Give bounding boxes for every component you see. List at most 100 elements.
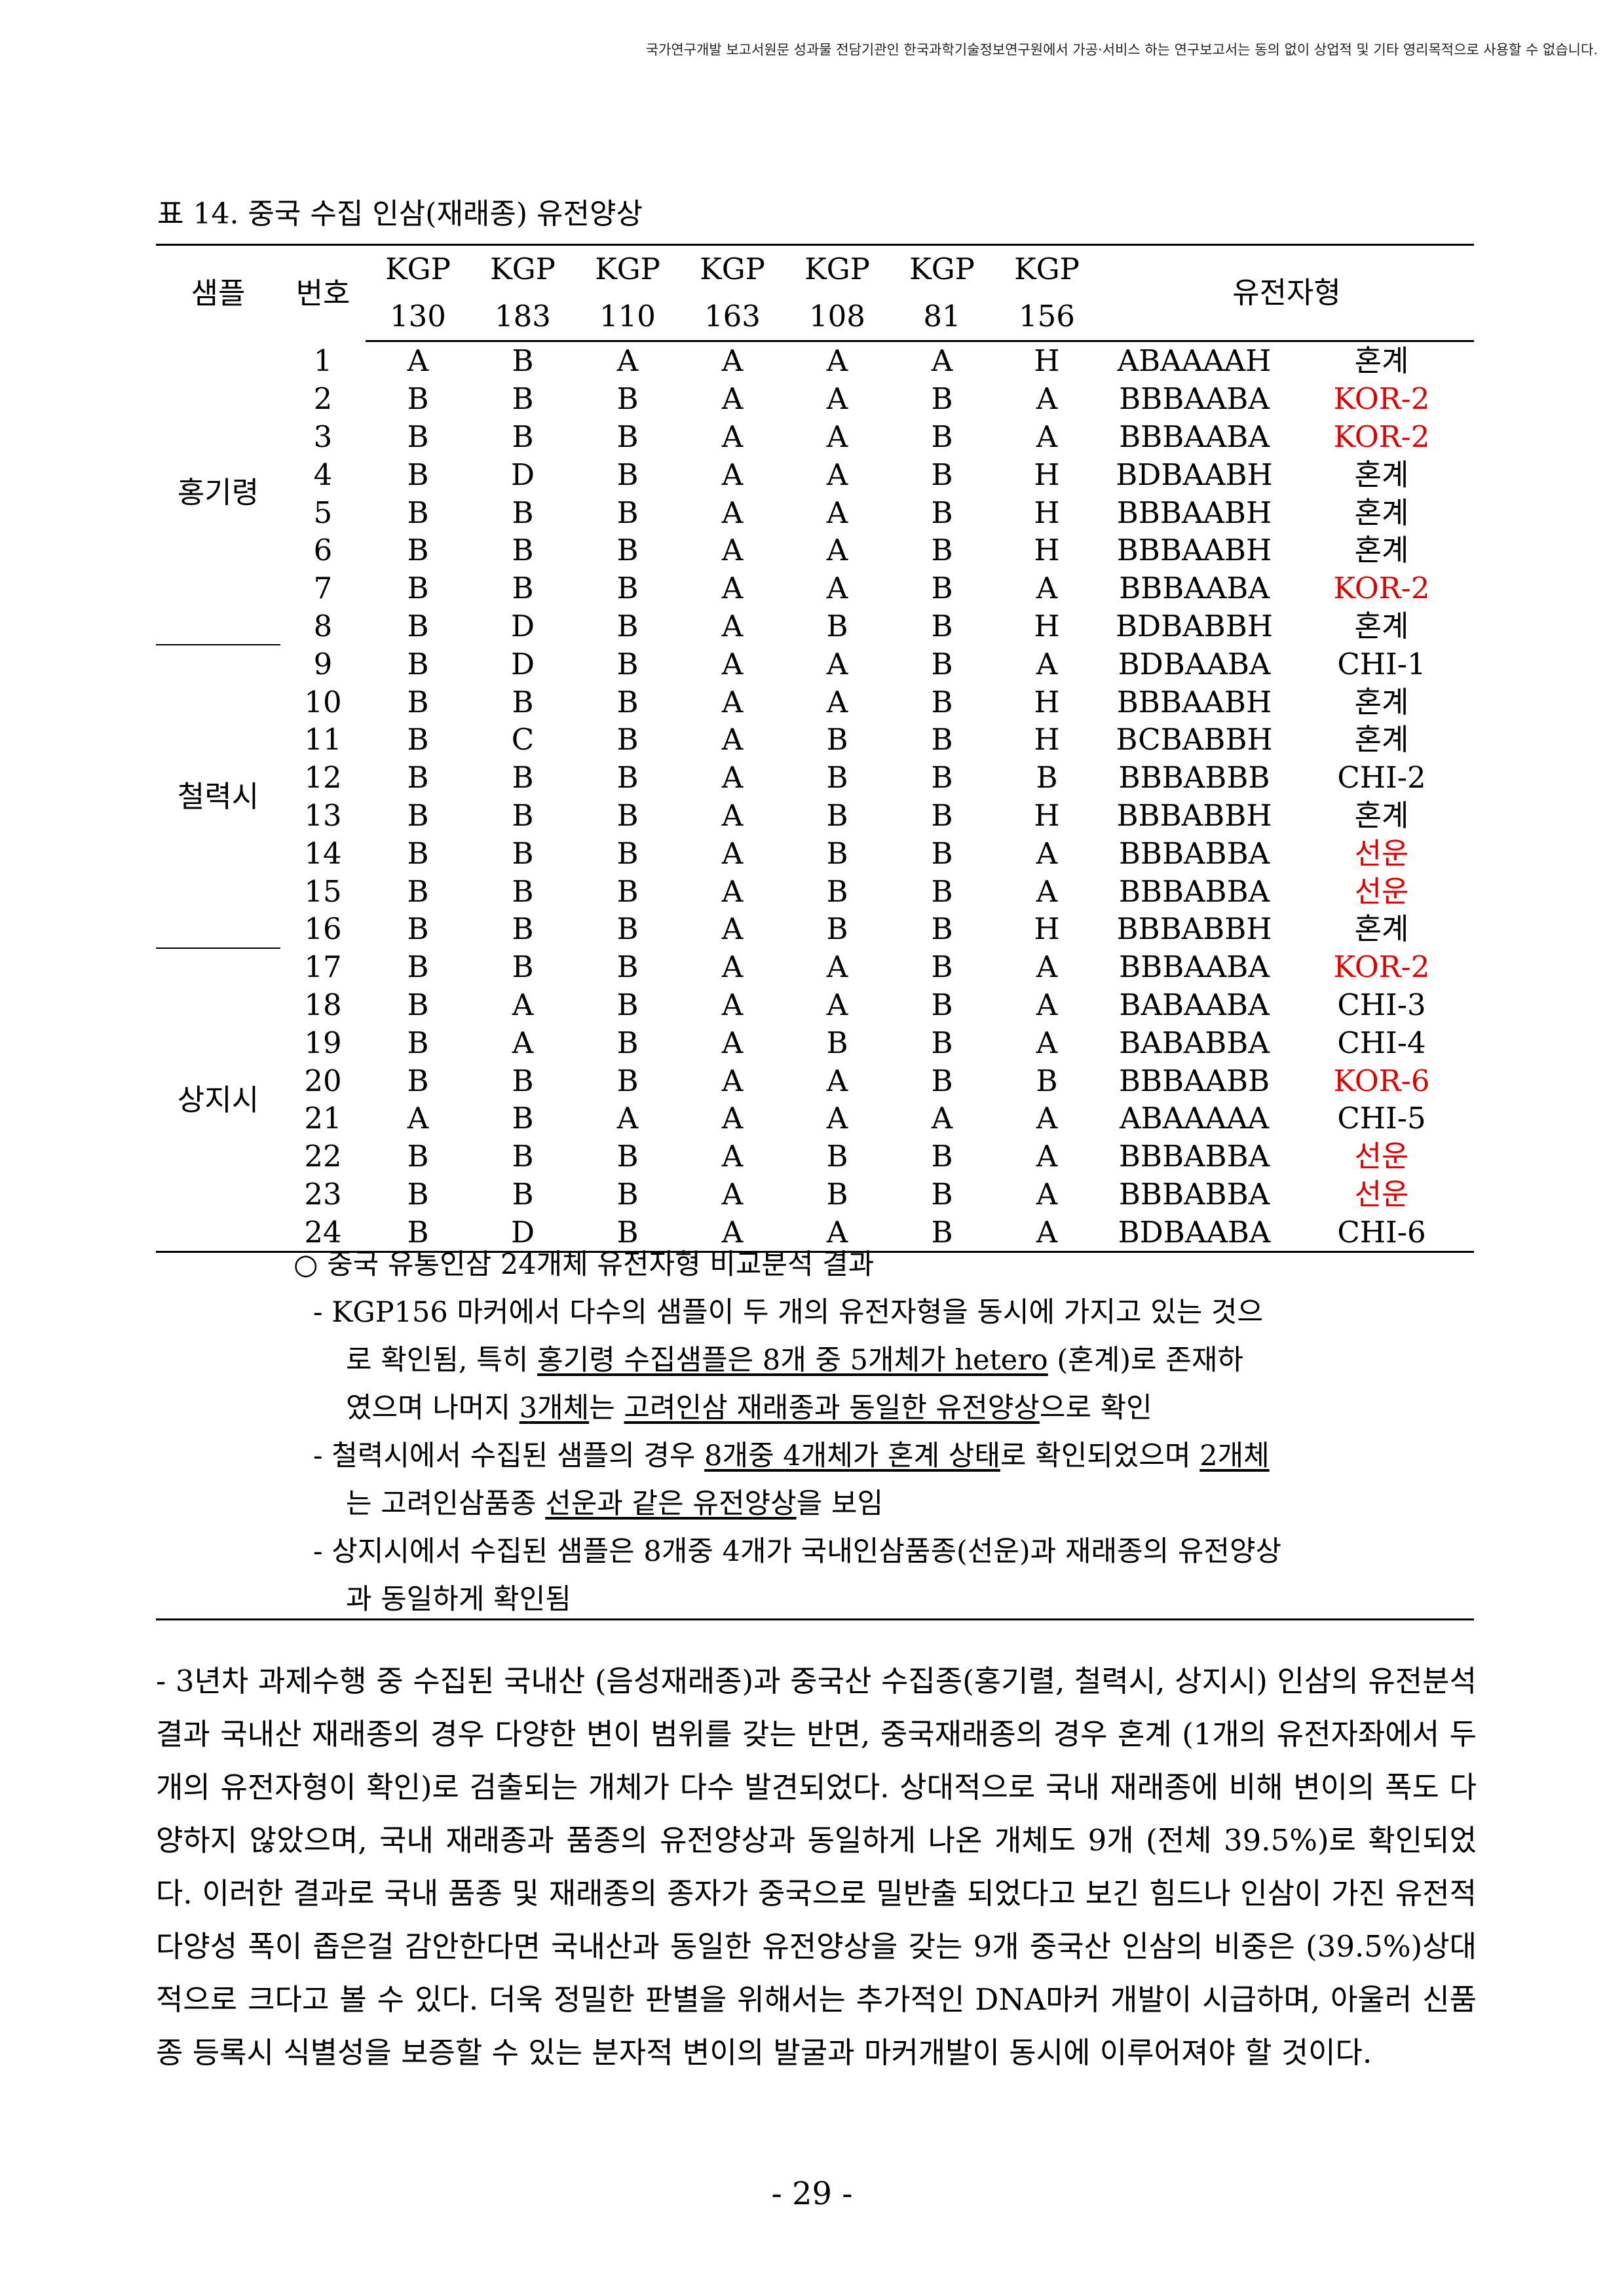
genotype-cell: BABABBA — [1119, 1025, 1270, 1060]
type-cell: 혼계 — [1354, 722, 1409, 757]
marker-cell: A — [826, 1063, 848, 1098]
marker-cell: A — [826, 684, 848, 719]
table-row: 21 A B A A A A A ABAAAAA CHI-5 — [156, 1100, 1474, 1138]
marker-cell: A — [1036, 873, 1058, 909]
genotype-cell: ABAAAAH — [1117, 343, 1272, 379]
marker-cell: A — [826, 419, 848, 454]
table-row: 23 B B B A B B A BBBABBA 선운 — [156, 1176, 1474, 1214]
note-bullet-3-line-2: 과 동일하게 확인됨 — [346, 1583, 571, 1616]
marker-cell: A — [721, 797, 744, 833]
table-row: 5 B B B A A B H BBBAABH 혼계 — [156, 493, 1474, 531]
sample-number-cell: 5 — [313, 495, 333, 530]
marker-cell: B — [512, 949, 534, 985]
type-cell: KOR-2 — [1333, 571, 1430, 606]
sample-number-cell: 24 — [280, 1213, 366, 1253]
table-row: 철력시 9 B D B A A B A BDBAABA CHI-1 — [156, 645, 1474, 949]
marker-cell: B — [931, 987, 953, 1022]
marker-cell: B — [512, 571, 534, 606]
marker-cell: B — [407, 1139, 429, 1174]
genotype-cell: BBBABBH — [1116, 797, 1272, 833]
marker-cell: B — [512, 797, 534, 833]
marker-cell: B — [931, 646, 953, 681]
sample-number-cell: 13 — [304, 797, 342, 833]
note-underlined-text: 고려인삼 재래종과 동일한 유전양상 — [624, 1392, 1040, 1425]
marker-cell: B — [826, 835, 848, 871]
genotype-cell: BDBABBH — [1115, 608, 1274, 643]
sample-number-cell: 10 — [304, 684, 342, 719]
header-number: 번호 — [280, 244, 366, 341]
marker-cell: B — [512, 1176, 534, 1212]
sample-number-cell: 17 — [304, 949, 342, 985]
type-cell: KOR-2 — [1333, 949, 1430, 985]
marker-cell: B — [512, 873, 534, 909]
marker-cell: A — [721, 343, 744, 379]
sample-number-cell: 16 — [304, 911, 342, 947]
marker-cell: A — [785, 1213, 890, 1253]
marker-cell: B — [407, 987, 429, 1022]
marker-cell: A — [826, 343, 848, 379]
header-marker-bottom: 130 — [366, 293, 470, 342]
marker-cell: B — [407, 1176, 429, 1212]
marker-cell: A — [721, 873, 744, 909]
marker-cell: B — [931, 873, 953, 909]
marker-cell: B — [366, 1213, 470, 1253]
marker-cell: A — [512, 1025, 534, 1060]
marker-cell: B — [512, 381, 534, 417]
marker-cell: C — [511, 722, 535, 757]
marker-cell: A — [721, 646, 744, 681]
genotype-cell: BABAABA — [1119, 987, 1270, 1022]
sample-number-cell: 21 — [304, 1101, 342, 1136]
header-marker-bottom: 183 — [470, 293, 575, 342]
marker-cell: A — [1036, 381, 1058, 417]
table-group: 철력시 9 B D B A A B A BDBAABA CHI-1 10 B B B A A B H BBBAABH 혼… — [156, 645, 1474, 949]
note-underlined-text: 홍기령 수집샘플은 8개 중 5개체가 hetero — [537, 1344, 1048, 1377]
header-marker-bottom: 81 — [890, 293, 994, 342]
header-marker-top: KGP — [994, 244, 1099, 293]
marker-cell: A — [1036, 949, 1058, 985]
note-underlined-text: 8개중 4개체가 혼계 상태 — [704, 1440, 1000, 1472]
sample-number-cell: 12 — [304, 760, 342, 795]
marker-cell: B — [931, 1176, 953, 1212]
type-cell: 혼계 — [1354, 533, 1409, 568]
marker-cell: B — [407, 457, 429, 492]
marker-cell: B — [931, 1025, 953, 1060]
marker-cell: B — [407, 911, 429, 947]
sample-number-cell: 6 — [313, 533, 333, 568]
genotype-cell: BBBABBB — [1118, 760, 1270, 795]
note-text: 는 고려인삼품종 — [346, 1487, 546, 1520]
sample-number-cell: 9 — [313, 646, 333, 681]
marker-cell: B — [826, 1176, 848, 1212]
marker-cell: A — [826, 949, 848, 985]
marker-cell: H — [1034, 495, 1060, 530]
table-row: 10 B B B A A B H BBBAABH 혼계 — [156, 683, 1474, 721]
type-cell: 혼계 — [1354, 608, 1409, 643]
marker-cell: B — [407, 571, 429, 606]
marker-cell: A — [616, 343, 639, 379]
marker-cell: B — [616, 760, 639, 795]
marker-cell: A — [721, 571, 744, 606]
genotype-cell: BBBAABA — [1119, 571, 1270, 606]
table-row: 12 B B B A B B B BBBABBB CHI-2 — [156, 759, 1474, 797]
marker-cell: B — [616, 571, 639, 606]
notes-bottom-rule — [156, 1618, 1474, 1620]
marker-cell: B — [407, 684, 429, 719]
sample-number-cell: 2 — [313, 381, 333, 417]
marker-cell: B — [931, 1139, 953, 1174]
marker-cell: A — [1036, 419, 1058, 454]
marker-cell: A — [721, 1063, 744, 1098]
marker-cell: B — [407, 1063, 429, 1098]
sample-number-cell: 20 — [304, 1063, 342, 1098]
marker-cell: B — [616, 1176, 639, 1212]
marker-cell: B — [616, 911, 639, 947]
marker-cell: B — [512, 911, 534, 947]
sample-number-cell: 23 — [304, 1176, 342, 1212]
marker-cell: A — [931, 343, 953, 379]
marker-cell: B — [931, 835, 953, 871]
marker-cell: A — [721, 419, 744, 454]
marker-cell: A — [826, 646, 848, 681]
marker-cell: B — [407, 722, 429, 757]
header-marker-top: KGP — [575, 244, 680, 293]
marker-cell: A — [721, 911, 744, 947]
type-cell: 혼계 — [1354, 457, 1409, 492]
marker-cell: B — [407, 608, 429, 643]
